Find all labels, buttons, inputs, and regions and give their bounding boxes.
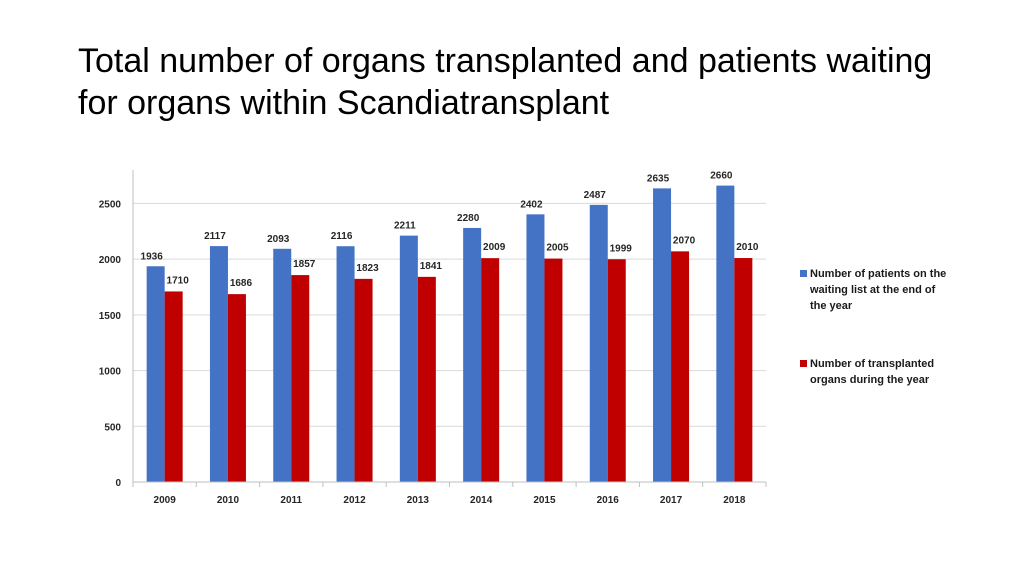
bar-transplanted-2013 <box>417 276 436 482</box>
bar-transplanted-2018 <box>734 258 753 482</box>
data-label-transplanted: 2005 <box>546 243 569 254</box>
bar-waiting-2012 <box>336 246 355 482</box>
data-label-transplanted: 1999 <box>610 243 633 254</box>
bar-waiting-2016 <box>589 204 608 482</box>
data-label-waiting: 2093 <box>267 234 290 245</box>
x-tick-label: 2017 <box>660 495 683 506</box>
x-tick-label: 2015 <box>533 495 556 506</box>
data-label-transplanted: 1823 <box>356 263 379 274</box>
y-tick-label: 500 <box>104 422 121 433</box>
data-label-transplanted: 2009 <box>483 242 506 253</box>
y-tick-label: 2500 <box>99 199 122 210</box>
bar-waiting-2015 <box>526 214 545 482</box>
x-tick-label: 2012 <box>343 495 366 506</box>
data-label-transplanted: 2070 <box>673 235 696 246</box>
bar-transplanted-2014 <box>481 258 500 482</box>
bar-transplanted-2016 <box>607 259 626 482</box>
legend-swatch-transplanted <box>800 360 807 367</box>
data-label-transplanted: 2010 <box>736 242 759 253</box>
data-label-transplanted: 1841 <box>420 261 443 272</box>
y-tick-label: 1500 <box>99 311 122 322</box>
data-label-waiting: 2660 <box>710 171 733 182</box>
bar-transplanted-2012 <box>354 278 373 482</box>
x-tick-label: 2016 <box>597 495 620 506</box>
x-tick-label: 2009 <box>154 495 177 506</box>
bar-transplanted-2017 <box>671 251 690 482</box>
data-label-waiting: 1936 <box>141 251 164 262</box>
x-tick-label: 2014 <box>470 495 493 506</box>
data-label-waiting: 2280 <box>457 213 480 224</box>
data-label-transplanted: 1686 <box>230 278 253 289</box>
chart-title: Total number of organs transplanted and … <box>78 42 933 122</box>
bar-transplanted-2009 <box>164 291 183 482</box>
axes: 0 500 1000 1500 2000 2500 2009 2010 2011 2012 2013… <box>99 170 767 506</box>
legend-label-transplanted: Number of transplanted organs during the… <box>810 358 935 386</box>
bar-transplanted-2010 <box>227 294 246 482</box>
data-label-waiting: 2487 <box>584 190 607 201</box>
data-label-waiting: 2635 <box>647 173 670 184</box>
legend-item-transplanted: Number of transplanted organs during the… <box>800 356 950 388</box>
data-labels: 1936 1710 2117 1686 2093 1857 2116 1823 2211 1841… <box>141 171 759 290</box>
data-label-transplanted: 1710 <box>167 275 190 286</box>
bar-waiting-2018 <box>716 185 735 482</box>
bar-waiting-2013 <box>399 235 418 482</box>
data-label-transplanted: 1857 <box>293 259 316 270</box>
data-label-waiting: 2211 <box>394 221 416 232</box>
y-tick-label: 1000 <box>99 367 122 378</box>
x-tick-label: 2018 <box>723 495 746 506</box>
data-label-waiting: 2116 <box>331 231 353 242</box>
bar-waiting-2011 <box>273 248 292 482</box>
bar-transplanted-2011 <box>291 275 310 482</box>
legend-item-waiting: Number of patients on the waiting list a… <box>800 266 950 314</box>
data-label-waiting: 2117 <box>204 231 226 242</box>
y-tick-label: 2000 <box>99 255 122 266</box>
bar-waiting-2010 <box>209 246 228 482</box>
bar-transplanted-2015 <box>544 258 563 482</box>
legend-swatch-waiting <box>800 270 807 277</box>
x-tick-label: 2013 <box>407 495 430 506</box>
bars <box>146 185 753 482</box>
x-tick-label: 2010 <box>217 495 240 506</box>
bar-waiting-2017 <box>653 188 672 482</box>
y-tick-label: 0 <box>115 478 121 489</box>
data-label-waiting: 2402 <box>520 199 543 210</box>
x-tick-label: 2011 <box>280 495 302 506</box>
legend-label-waiting: Number of patients on the waiting list a… <box>810 268 947 312</box>
bar-waiting-2014 <box>463 227 482 482</box>
bar-waiting-2009 <box>146 266 165 482</box>
